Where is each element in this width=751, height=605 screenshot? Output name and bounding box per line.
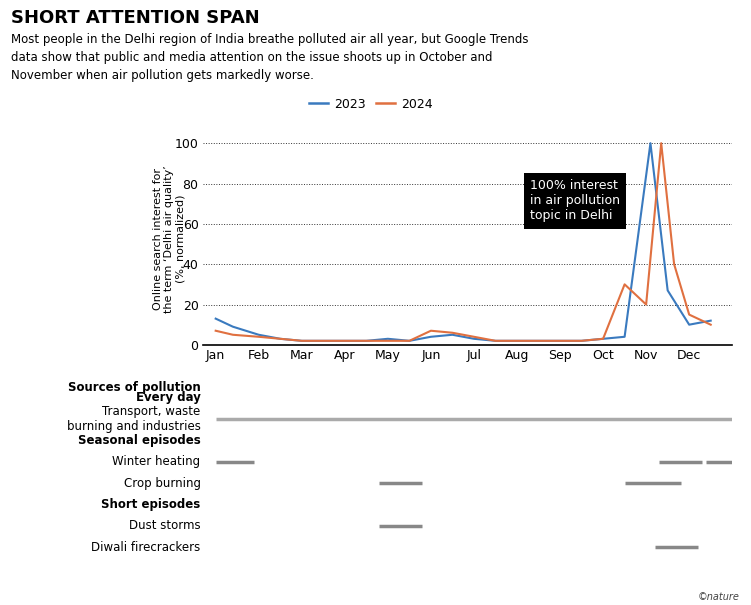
Text: Every day: Every day xyxy=(136,391,201,404)
Text: Sources of pollution: Sources of pollution xyxy=(68,381,201,394)
Text: Transport, waste
burning and industries: Transport, waste burning and industries xyxy=(67,405,201,433)
Legend: 2023, 2024: 2023, 2024 xyxy=(304,93,438,116)
Text: Short episodes: Short episodes xyxy=(101,498,201,511)
Text: Seasonal episodes: Seasonal episodes xyxy=(78,434,201,447)
Text: 100% interest
in air pollution
topic in Delhi: 100% interest in air pollution topic in … xyxy=(530,180,620,223)
Y-axis label: Online search interest for
the term ‘Delhi air quality’
(%, normalized): Online search interest for the term ‘Del… xyxy=(152,165,185,313)
Text: Diwali firecrackers: Diwali firecrackers xyxy=(92,541,201,554)
Text: Winter heating: Winter heating xyxy=(113,456,201,468)
Text: Dust storms: Dust storms xyxy=(129,520,201,532)
Text: Most people in the Delhi region of India breathe polluted air all year, but Goog: Most people in the Delhi region of India… xyxy=(11,33,529,82)
Text: Crop burning: Crop burning xyxy=(124,477,201,490)
Text: SHORT ATTENTION SPAN: SHORT ATTENTION SPAN xyxy=(11,9,260,27)
Text: ©nature: ©nature xyxy=(698,592,740,602)
